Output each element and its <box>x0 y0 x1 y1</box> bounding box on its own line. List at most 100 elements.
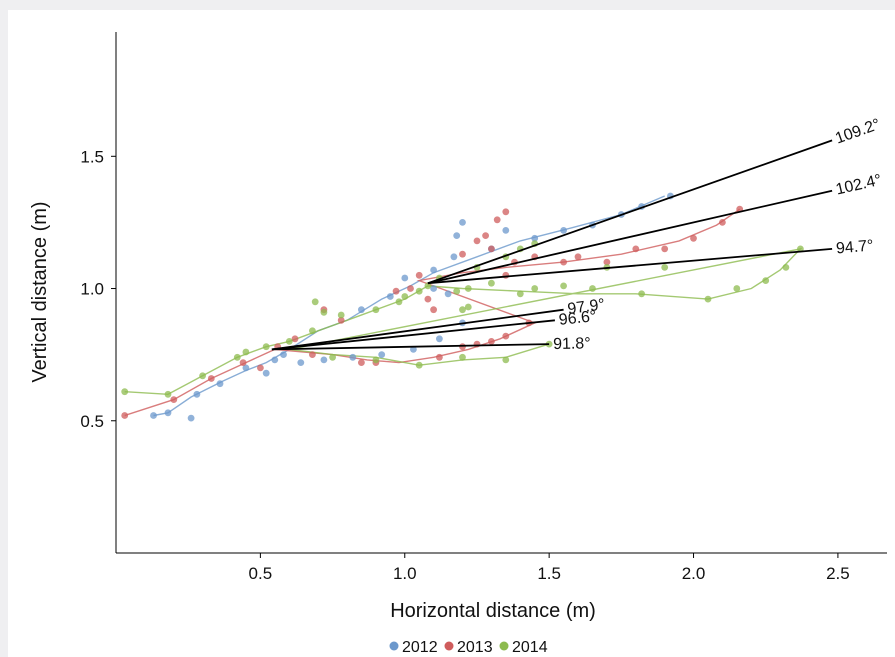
point-2014-36 <box>329 353 336 361</box>
x-axis-label: Horizontal distance (m) <box>390 600 596 622</box>
point-2014-10 <box>337 311 345 319</box>
x-tick-label: 2.5 <box>826 564 850 583</box>
angle-label-4: 96.6° <box>558 308 597 329</box>
point-2012-26 <box>560 227 567 234</box>
point-2014-42 <box>516 290 524 298</box>
data-points <box>121 192 804 422</box>
point-2014-39 <box>459 353 466 361</box>
angle-label-5: 91.8° <box>553 335 591 353</box>
point-2013-25 <box>482 232 489 240</box>
point-2014-24 <box>488 279 495 287</box>
y-axis-label: Vertical distance (m) <box>29 201 51 382</box>
point-2014-1 <box>164 390 172 398</box>
series-line-2014 <box>124 247 803 396</box>
point-2013-31 <box>560 258 567 266</box>
point-2014-25 <box>531 285 539 292</box>
point-2012-22 <box>453 232 461 240</box>
legend-marker-2012 <box>389 641 399 651</box>
point-2014-43 <box>464 285 472 292</box>
point-2012-17 <box>386 293 394 300</box>
legend-label-2014: 2014 <box>512 639 548 656</box>
point-2013-14 <box>415 271 423 279</box>
point-2014-5 <box>262 343 270 351</box>
point-2013-9 <box>337 316 345 324</box>
point-2014-9 <box>320 308 328 316</box>
point-2013-21 <box>502 332 510 340</box>
point-2012-19 <box>430 266 437 274</box>
axes <box>115 32 887 554</box>
scatter-chart: 109.2° 102.4° 94.7° 97.9°96.6° 91.8° 0.5 1.0 1… <box>29 32 887 656</box>
angle-line-2 <box>427 248 833 285</box>
point-2012-25 <box>531 234 539 242</box>
point-2012-21 <box>459 219 466 226</box>
point-2013-13 <box>407 285 414 292</box>
angle-annotations: 109.2° 102.4° 94.7° 97.9°96.6° 91.8° <box>271 116 883 353</box>
point-2013-4 <box>257 364 264 372</box>
point-2014-18 <box>459 306 466 314</box>
angle-line-1 <box>427 189 833 285</box>
point-2014-11 <box>372 306 380 314</box>
point-2012-3 <box>193 390 201 398</box>
angle-line-5 <box>271 343 550 351</box>
x-tick-label: 0.5 <box>249 564 273 583</box>
point-2014-19 <box>464 303 472 311</box>
point-2014-27 <box>589 285 596 292</box>
point-2012-0 <box>150 412 157 419</box>
point-2014-33 <box>762 277 770 284</box>
point-2012-7 <box>271 356 279 364</box>
point-2014-30 <box>661 264 669 271</box>
point-2014-12 <box>395 298 403 306</box>
point-2012-5 <box>242 364 250 372</box>
legend-marker-2014 <box>499 641 509 651</box>
point-2014-26 <box>560 282 567 290</box>
point-2013-28 <box>488 245 495 253</box>
point-2013-34 <box>632 245 640 253</box>
angle-label-2: 94.7° <box>835 237 874 257</box>
point-2014-14 <box>415 287 423 295</box>
point-2012-4 <box>216 380 224 388</box>
point-2012-8 <box>280 351 287 358</box>
y-tick-label: 1.0 <box>80 280 104 299</box>
angle-label-3: 97.9° <box>566 296 605 318</box>
point-2013-27 <box>502 208 510 216</box>
y-tick-label: 1.5 <box>80 147 104 166</box>
series-line-2013 <box>124 208 741 417</box>
point-2013-35 <box>661 245 669 253</box>
point-2013-23 <box>459 250 466 258</box>
point-2013-15 <box>424 295 432 303</box>
point-2014-8 <box>311 298 319 306</box>
point-2013-37 <box>719 219 726 226</box>
axis-ticks: 0.5 1.0 1.5 2.0 2.5 0.5 1.0 1.5 <box>80 147 849 583</box>
x-tick-label: 2.0 <box>682 564 706 583</box>
point-2014-31 <box>704 295 712 303</box>
point-2014-32 <box>733 285 741 292</box>
point-2012-16 <box>358 306 365 314</box>
point-2012-9 <box>297 359 305 366</box>
point-2013-33 <box>603 258 611 266</box>
chart-panel: 109.2° 102.4° 94.7° 97.9° 96.6° 91.8° 0.5 1.0 1… <box>8 10 895 657</box>
point-2014-34 <box>782 264 790 271</box>
angle-line-4 <box>271 319 555 351</box>
point-2012-13 <box>410 346 417 353</box>
point-2012-11 <box>349 353 357 361</box>
point-2014-7 <box>309 327 316 335</box>
point-2013-2 <box>207 375 215 382</box>
point-2013-0 <box>121 412 129 419</box>
point-2014-15 <box>424 282 432 290</box>
series-lines <box>124 195 803 417</box>
point-2013-32 <box>574 253 582 261</box>
legend: 2012 2013 2014 <box>389 639 548 656</box>
legend-marker-2013 <box>444 641 454 651</box>
point-2014-2 <box>199 372 207 380</box>
point-2012-10 <box>320 356 328 364</box>
point-2014-37 <box>372 356 380 364</box>
point-2012-2 <box>187 414 195 422</box>
point-2014-0 <box>121 388 129 396</box>
point-2012-14 <box>436 335 443 343</box>
x-tick-label: 1.0 <box>393 564 417 583</box>
point-2012-1 <box>164 409 172 417</box>
point-2012-20 <box>450 253 458 261</box>
point-2012-6 <box>262 369 270 377</box>
point-2013-10 <box>358 359 365 366</box>
angle-line-0 <box>427 139 833 285</box>
